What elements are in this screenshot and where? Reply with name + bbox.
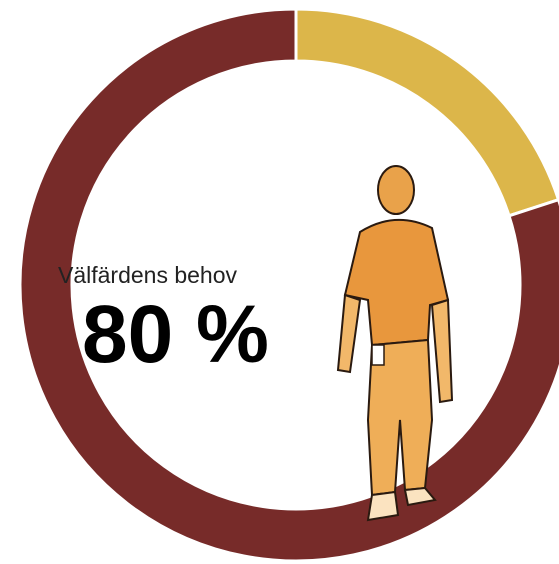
segment	[296, 9, 558, 216]
page: Välfärdens behov 80 % (() => { const dat…	[0, 0, 559, 564]
annotation: Välfärdens behov	[58, 262, 238, 288]
value-label: 80 %	[82, 289, 269, 380]
chart: Välfärdens behov 80 %	[0, 0, 559, 564]
